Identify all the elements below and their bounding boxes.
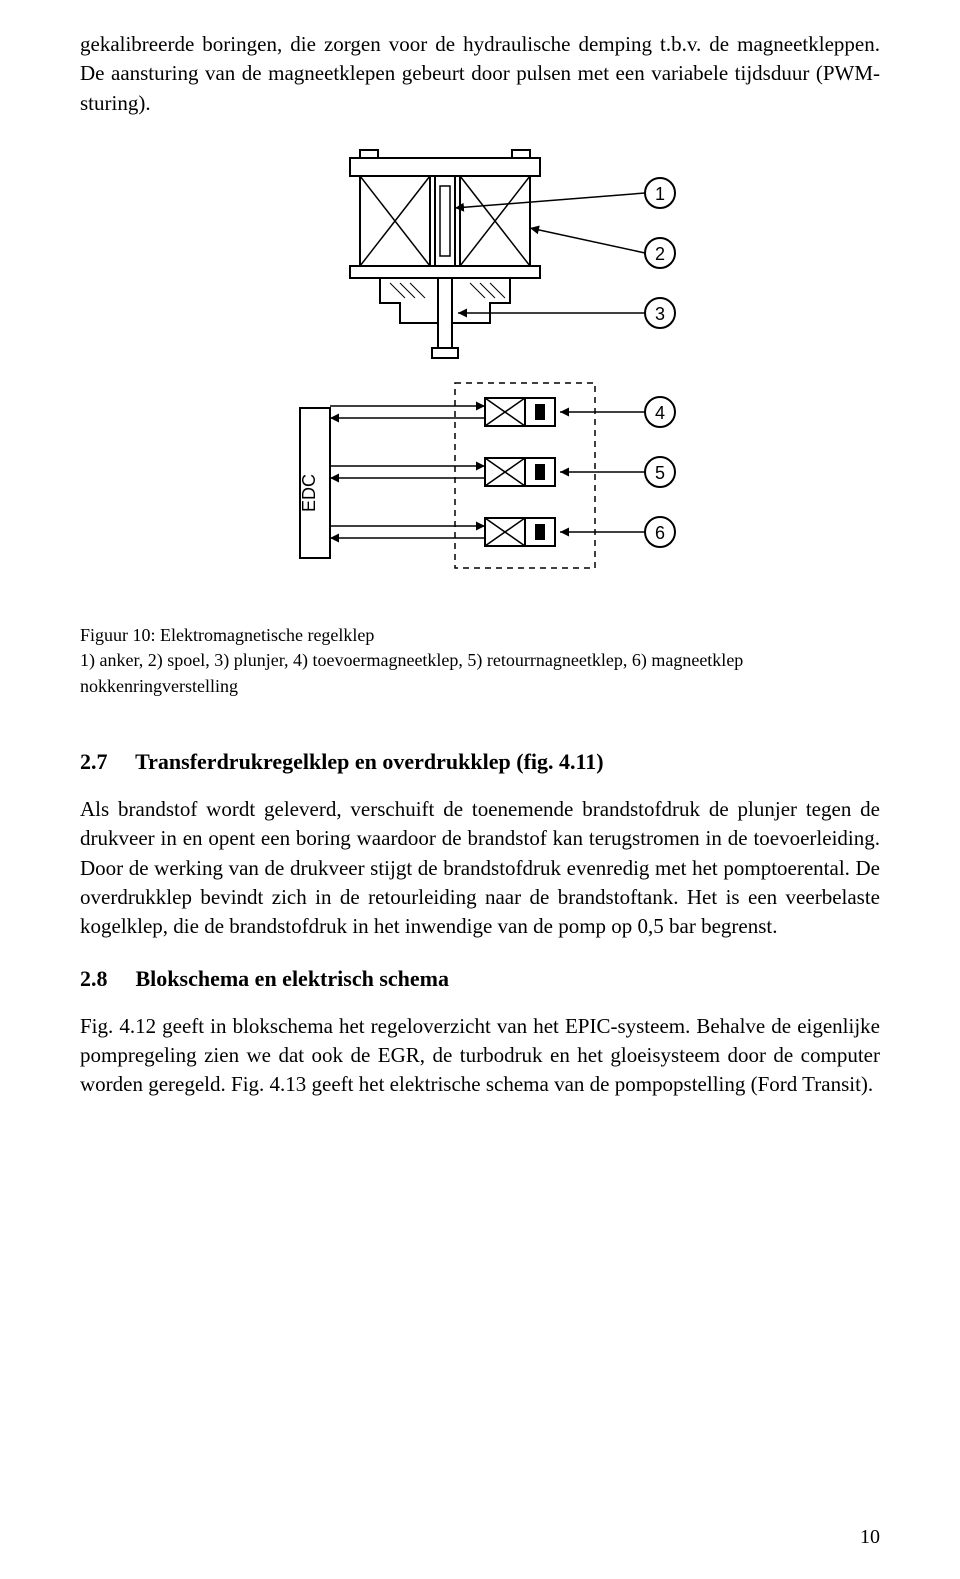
section-2-8-title: Blokschema en elektrisch schema [136,966,449,991]
section-2-7-body: Als brandstof wordt geleverd, verschuift… [80,795,880,942]
figure-10: 1 2 3 4 [80,148,880,593]
section-2-7-heading: 2.7 Transferdrukregelklep en overdrukkle… [80,749,880,775]
callout-2: 2 [655,244,665,264]
diagram-svg: 1 2 3 4 [260,148,700,588]
callout-1: 1 [655,184,665,204]
section-2-8-body: Fig. 4.12 geeft in blokschema het regelo… [80,1012,880,1100]
intro-paragraph: gekalibreerde boringen, die zorgen voor … [80,30,880,118]
section-2-7-title: Transferdrukregelklep en overdrukklep (f… [135,749,604,774]
figure-caption: Figuur 10: Elektromagnetische regelklep … [80,623,880,699]
section-2-7-number: 2.7 [80,749,130,775]
page-number: 10 [860,1526,880,1549]
callout-5: 5 [655,463,665,483]
section-2-8-number: 2.8 [80,966,130,992]
callout-6: 6 [655,523,665,543]
callout-4: 4 [655,403,665,423]
section-2-8-heading: 2.8 Blokschema en elektrisch schema [80,966,880,992]
callout-3: 3 [655,304,665,324]
edc-label: EDC [299,474,319,512]
